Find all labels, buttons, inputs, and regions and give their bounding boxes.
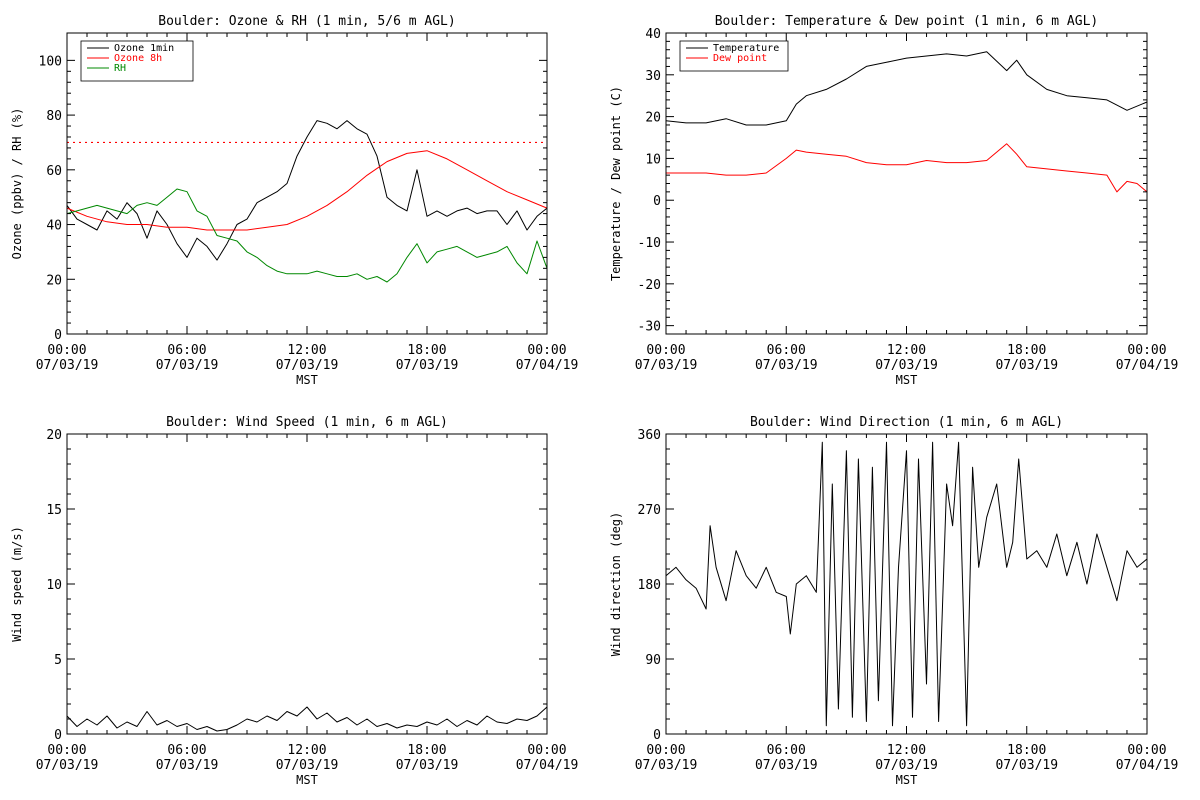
chart-title: Boulder: Wind Direction (1 min, 6 m AGL) (750, 415, 1063, 430)
y-tick-label: 360 (638, 428, 661, 443)
x-tick-time-label: 00:00 (47, 343, 86, 358)
legend-entry-0: Temperature (713, 43, 779, 54)
y-tick-label: 10 (645, 152, 661, 167)
y-tick-label: 0 (653, 194, 661, 209)
y-tick-label: 40 (46, 219, 62, 234)
x-axis-label: MST (296, 773, 318, 787)
y-axis-label: Wind direction (deg) (609, 512, 623, 657)
y-tick-label: 20 (645, 111, 661, 126)
y-tick-label: 90 (645, 653, 661, 668)
x-tick-date-label: 07/03/19 (635, 358, 698, 373)
x-tick-date-label: 07/03/19 (635, 758, 698, 773)
y-tick-label: 30 (645, 69, 661, 84)
y-tick-label: 180 (638, 578, 661, 593)
y-tick-label: 20 (46, 428, 62, 443)
panel-temperature-dewpoint: Boulder: Temperature & Dew point (1 min,… (609, 14, 1178, 387)
x-tick-date-label: 07/03/19 (875, 758, 938, 773)
x-axis-label: MST (896, 773, 918, 787)
x-tick-time-label: 18:00 (407, 743, 446, 758)
x-tick-date-label: 07/03/19 (875, 358, 938, 373)
y-axis-label: Wind speed (m/s) (10, 526, 24, 642)
x-tick-time-label: 00:00 (527, 743, 566, 758)
x-axis-label: MST (296, 373, 318, 387)
y-tick-label: 40 (645, 27, 661, 42)
y-tick-label: 20 (46, 273, 62, 288)
x-tick-date-label: 07/03/19 (995, 358, 1058, 373)
y-tick-label: 0 (54, 328, 62, 343)
legend-entry-2: RH (114, 63, 126, 74)
x-tick-date-label: 07/03/19 (36, 358, 99, 373)
plot-frame (665, 32, 1148, 335)
series-line-0 (665, 441, 1148, 727)
panel-wind-speed: Boulder: Wind Speed (1 min, 6 m AGL) 0 5 10… (10, 415, 578, 787)
plot-frame (66, 433, 548, 735)
x-tick-time-label: 12:00 (287, 743, 326, 758)
x-tick-date-label: 07/03/19 (276, 758, 339, 773)
x-tick-time-label: 06:00 (767, 743, 806, 758)
x-tick-date-label: 07/03/19 (36, 758, 99, 773)
x-tick-time-label: 06:00 (167, 743, 206, 758)
x-tick-date-label: 07/03/19 (755, 358, 818, 373)
x-tick-time-label: 18:00 (1007, 743, 1046, 758)
y-tick-label: 80 (46, 109, 62, 124)
y-tick-label: 10 (46, 578, 62, 593)
x-axis-label: MST (896, 373, 918, 387)
series-line-2 (66, 188, 548, 283)
x-tick-time-label: 00:00 (527, 343, 566, 358)
y-tick-label: 0 (653, 728, 661, 743)
y-tick-label: 270 (638, 503, 661, 518)
x-tick-date-label: 07/04/19 (1116, 358, 1179, 373)
x-tick-time-label: 00:00 (47, 743, 86, 758)
legend-entry-1: Ozone 8h (114, 53, 162, 64)
x-tick-date-label: 07/04/19 (1116, 758, 1179, 773)
x-tick-time-label: 12:00 (887, 343, 926, 358)
x-tick-time-label: 00:00 (1127, 343, 1166, 358)
legend-entry-0: Ozone 1min (114, 43, 174, 54)
x-tick-date-label: 07/03/19 (156, 358, 219, 373)
y-tick-label: -10 (638, 236, 661, 251)
series-line-1 (666, 143, 1148, 193)
series-line-0 (66, 120, 548, 261)
y-tick-label: 60 (46, 164, 62, 179)
chart-title: Boulder: Temperature & Dew point (1 min,… (715, 14, 1099, 29)
x-tick-time-label: 12:00 (887, 743, 926, 758)
y-axis-label: Temperature / Dew point (C) (609, 86, 623, 281)
x-tick-time-label: 06:00 (167, 343, 206, 358)
x-tick-date-label: 07/03/19 (755, 758, 818, 773)
x-tick-date-label: 07/04/19 (516, 758, 579, 773)
x-tick-date-label: 07/04/19 (516, 358, 579, 373)
panel-wind-direction: Boulder: Wind Direction (1 min, 6 m AGL)… (609, 415, 1178, 787)
x-tick-date-label: 07/03/19 (276, 358, 339, 373)
y-tick-label: 0 (54, 728, 62, 743)
y-axis-label: Ozone (ppbv) / RH (%) (10, 108, 24, 260)
y-tick-label: -30 (638, 320, 661, 335)
x-tick-date-label: 07/03/19 (995, 758, 1058, 773)
panel-ozone-rh: Boulder: Ozone & RH (1 min, 5/6 m AGL) 0 2… (10, 14, 578, 387)
x-tick-time-label: 06:00 (767, 343, 806, 358)
plot-frame (665, 433, 1148, 735)
y-tick-label: -20 (638, 278, 661, 293)
x-tick-date-label: 07/03/19 (396, 358, 459, 373)
y-tick-label: 100 (39, 54, 62, 69)
chart-title: Boulder: Ozone & RH (1 min, 5/6 m AGL) (158, 14, 455, 29)
x-tick-time-label: 00:00 (646, 743, 685, 758)
x-tick-time-label: 00:00 (1127, 743, 1166, 758)
series-line-0 (66, 706, 548, 732)
legend-box (679, 40, 789, 72)
series-line-0 (665, 51, 1148, 126)
y-tick-label: 15 (46, 503, 62, 518)
y-tick-label: 5 (54, 653, 62, 668)
x-tick-time-label: 00:00 (646, 343, 685, 358)
series-line-1 (66, 150, 548, 231)
chart-title: Boulder: Wind Speed (1 min, 6 m AGL) (166, 415, 448, 430)
x-tick-time-label: 18:00 (407, 343, 446, 358)
x-tick-time-label: 18:00 (1007, 343, 1046, 358)
x-tick-date-label: 07/03/19 (156, 758, 219, 773)
x-tick-date-label: 07/03/19 (396, 758, 459, 773)
x-tick-time-label: 12:00 (287, 343, 326, 358)
legend-entry-1: Dew point (713, 53, 767, 64)
